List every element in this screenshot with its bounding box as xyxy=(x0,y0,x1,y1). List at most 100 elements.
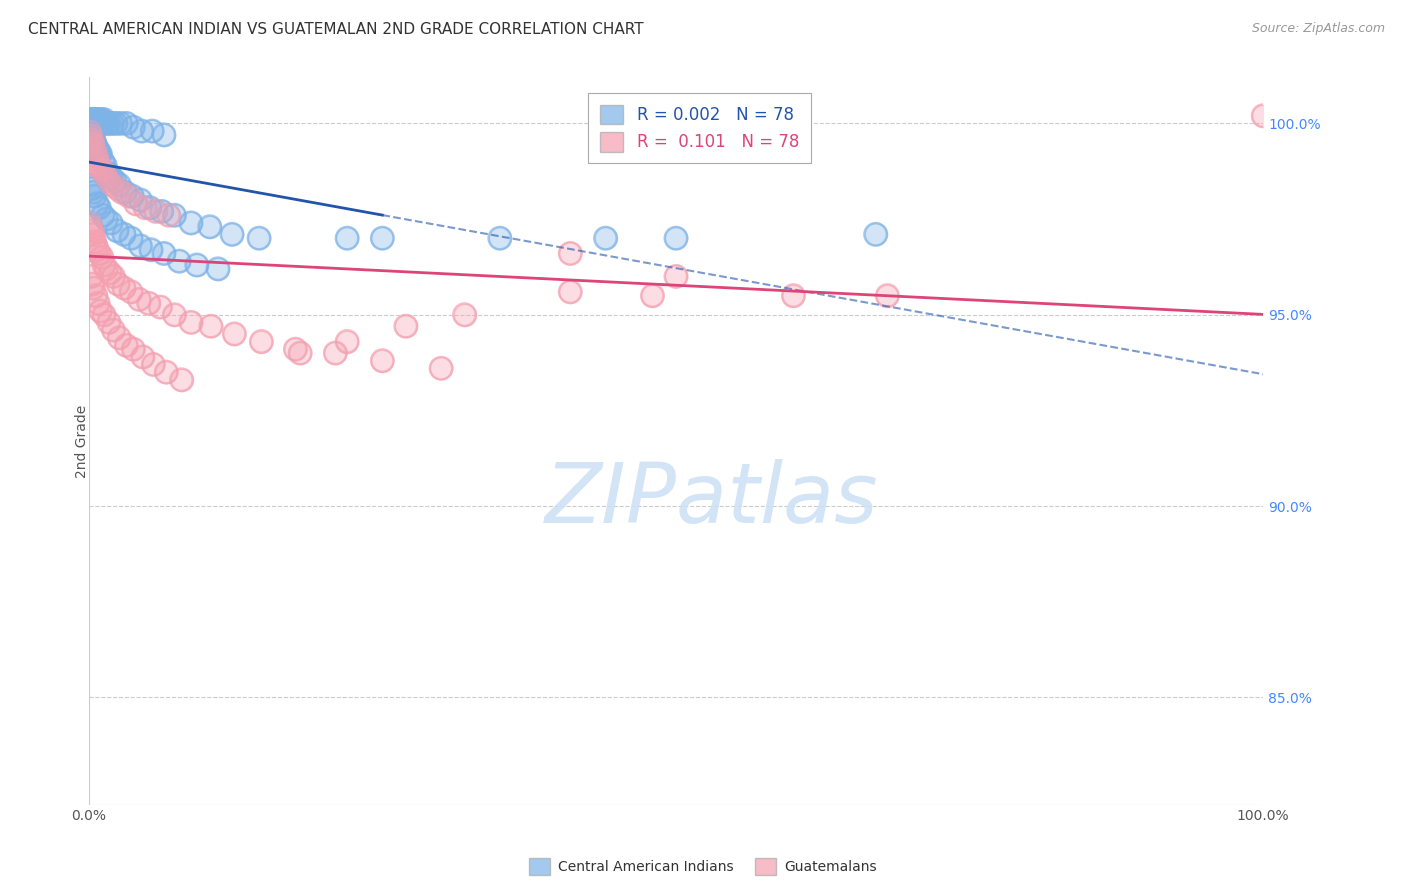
Point xyxy=(83,116,105,130)
Point xyxy=(96,116,118,130)
Point xyxy=(83,189,105,203)
Point xyxy=(115,338,138,352)
Point xyxy=(560,285,582,299)
Point xyxy=(80,269,103,284)
Point xyxy=(221,227,243,242)
Point xyxy=(110,116,132,130)
Point xyxy=(125,196,148,211)
Point xyxy=(79,124,101,138)
Legend: Central American Indians, Guatemalans: Central American Indians, Guatemalans xyxy=(524,853,882,880)
Point xyxy=(129,239,152,253)
Point xyxy=(103,269,125,284)
Point xyxy=(207,261,229,276)
Point xyxy=(89,147,111,161)
Point xyxy=(80,178,103,192)
Point xyxy=(89,112,111,127)
Point xyxy=(128,293,150,307)
Point xyxy=(250,334,273,349)
Point xyxy=(89,147,111,161)
Point xyxy=(112,281,135,295)
Point xyxy=(131,124,153,138)
Point xyxy=(80,116,103,130)
Point xyxy=(94,159,117,173)
Point xyxy=(91,154,114,169)
Point xyxy=(139,201,162,215)
Point xyxy=(82,227,104,242)
Point xyxy=(111,186,134,200)
Point xyxy=(186,258,208,272)
Point xyxy=(665,231,688,245)
Point xyxy=(82,223,104,237)
Point xyxy=(876,288,898,302)
Point xyxy=(86,243,108,257)
Point xyxy=(560,246,582,260)
Point xyxy=(129,193,152,207)
Point xyxy=(371,353,394,368)
Point xyxy=(93,258,115,272)
Point xyxy=(91,208,114,222)
Point xyxy=(89,201,111,215)
Point xyxy=(79,216,101,230)
Point xyxy=(371,231,394,245)
Point xyxy=(94,159,117,173)
Point xyxy=(207,261,229,276)
Point xyxy=(84,139,107,153)
Point xyxy=(89,112,111,127)
Text: CENTRAL AMERICAN INDIAN VS GUATEMALAN 2ND GRADE CORRELATION CHART: CENTRAL AMERICAN INDIAN VS GUATEMALAN 2N… xyxy=(28,22,644,37)
Point xyxy=(82,186,104,200)
Point xyxy=(103,269,125,284)
Point xyxy=(91,116,114,130)
Point xyxy=(100,169,122,184)
Point xyxy=(104,116,127,130)
Point xyxy=(93,308,115,322)
Point xyxy=(101,116,124,130)
Point xyxy=(82,131,104,145)
Point xyxy=(288,346,311,360)
Point xyxy=(641,288,664,302)
Point xyxy=(87,116,110,130)
Point xyxy=(86,243,108,257)
Point xyxy=(89,304,111,318)
Point xyxy=(93,258,115,272)
Point xyxy=(83,136,105,150)
Point xyxy=(247,231,270,245)
Point xyxy=(84,116,107,130)
Point xyxy=(82,277,104,292)
Point xyxy=(371,231,394,245)
Point xyxy=(141,124,163,138)
Point xyxy=(79,124,101,138)
Point xyxy=(665,269,688,284)
Point xyxy=(782,288,804,302)
Point xyxy=(430,361,453,376)
Point xyxy=(89,159,111,173)
Point xyxy=(84,288,107,302)
Point xyxy=(488,231,510,245)
Point xyxy=(224,326,246,341)
Point xyxy=(134,201,156,215)
Point xyxy=(89,147,111,161)
Point xyxy=(129,239,152,253)
Point xyxy=(82,116,104,130)
Point xyxy=(96,212,118,227)
Point xyxy=(82,181,104,195)
Point xyxy=(84,139,107,153)
Point xyxy=(121,189,143,203)
Point xyxy=(453,308,475,322)
Point xyxy=(595,231,617,245)
Point xyxy=(145,204,167,219)
Point xyxy=(115,116,138,130)
Point xyxy=(141,124,163,138)
Point xyxy=(82,281,104,295)
Point xyxy=(125,196,148,211)
Point xyxy=(371,353,394,368)
Point xyxy=(97,315,120,329)
Point xyxy=(149,300,172,314)
Point xyxy=(284,342,307,356)
Point xyxy=(84,288,107,302)
Point xyxy=(153,246,176,260)
Point xyxy=(157,208,180,222)
Point xyxy=(79,124,101,138)
Point xyxy=(83,143,105,157)
Point xyxy=(86,196,108,211)
Point xyxy=(82,116,104,130)
